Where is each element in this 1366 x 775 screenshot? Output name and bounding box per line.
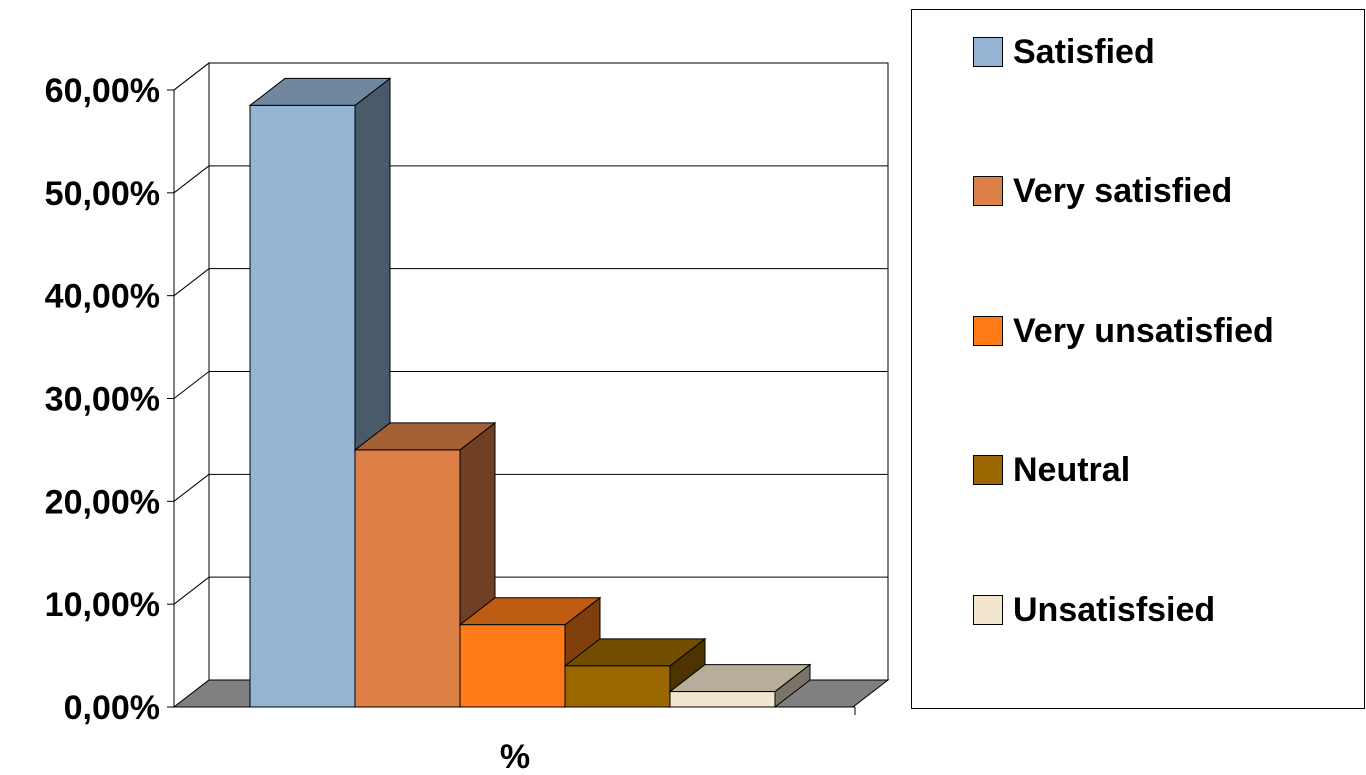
legend-swatch [973, 595, 1003, 625]
legend-label: Very unsatisfied [1013, 311, 1274, 350]
gridline-side [173, 473, 210, 502]
gridline-side [173, 165, 210, 194]
y-tick-label: 50,00% [45, 175, 160, 213]
y-tick-label: 40,00% [45, 278, 160, 316]
gridline-side [173, 371, 210, 399]
legend-swatch [973, 176, 1003, 206]
y-tick-label: 0,00% [64, 689, 160, 727]
bar-front [249, 104, 356, 708]
legend-label: Very satisfied [1013, 171, 1233, 210]
bar-front [669, 691, 776, 708]
gridline-side [173, 268, 210, 297]
y-tick-label: 60,00% [45, 72, 160, 110]
legend-item: Satisfied [973, 32, 1155, 72]
legend-item: Very satisfied [973, 171, 1232, 211]
legend-swatch [973, 37, 1003, 67]
y-tick-label: 30,00% [45, 381, 160, 419]
chart-legend: Satisfied Very satisfied Very unsatisfied N… [911, 9, 1365, 709]
x-axis-label: % [500, 738, 530, 775]
legend-label: Neutral [1013, 450, 1131, 489]
legend-item: Neutral [973, 450, 1130, 490]
legend-swatch [973, 316, 1003, 346]
bar-front [564, 665, 671, 708]
legend-label: Satisfied [1013, 32, 1155, 71]
bar-neutral [563, 637, 707, 709]
y-tick-label: 20,00% [45, 483, 160, 521]
legend-label: Unsatisfsied [1013, 590, 1216, 629]
bar-front [354, 449, 461, 708]
legend-swatch [973, 455, 1003, 485]
legend-item: Unsatisfsied [973, 590, 1215, 630]
bar-front [459, 624, 566, 708]
gridline-side [173, 62, 210, 91]
y-axis: 0,00% 10,00% 20,00% 30,00% 40,00% 50,00% 60,00… [45, 72, 856, 727]
bar-unsatisfsied [668, 663, 812, 709]
legend-item: Very unsatisfied [973, 311, 1274, 351]
bar-chart: 0,00% 10,00% 20,00% 30,00% 40,00% 50,00% 60,00… [45, 61, 890, 775]
y-tick-label: 10,00% [45, 586, 160, 624]
gridline-side [173, 576, 210, 605]
chart-bars [248, 77, 812, 709]
